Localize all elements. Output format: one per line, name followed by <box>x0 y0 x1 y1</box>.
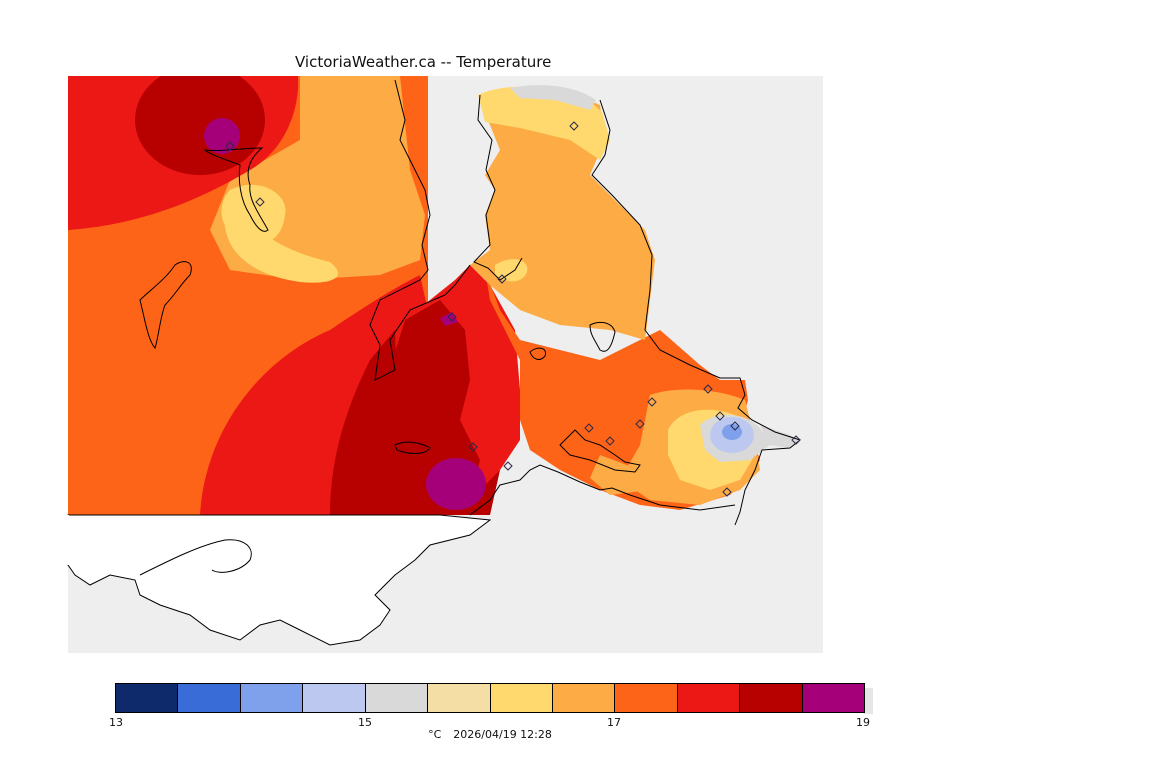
station-marker <box>722 487 732 497</box>
station-marker <box>647 397 657 407</box>
station-marker <box>791 435 801 445</box>
coastlines <box>139 79 802 526</box>
colorbar-swatch <box>178 684 241 712</box>
station-marker <box>468 442 478 452</box>
colorbar-swatch <box>365 684 429 712</box>
station-marker <box>255 197 265 207</box>
olympic-bay-line <box>139 539 252 576</box>
station-marker <box>503 461 513 471</box>
station-marker <box>605 436 615 446</box>
colorbar-swatch <box>240 684 304 712</box>
station-marker <box>569 121 579 131</box>
timestamp-label: 2026/04/19 12:28 <box>453 728 552 741</box>
station-marker <box>715 411 725 421</box>
west-temperature-field <box>68 76 500 515</box>
olympic-peninsula-land <box>67 514 492 646</box>
tick-label-17: 17 <box>607 716 621 729</box>
weather-stations <box>225 121 801 497</box>
colorbar-swatch <box>116 684 179 712</box>
colorbar-swatch <box>740 684 803 712</box>
temperature-colorbar <box>115 683 865 713</box>
map-title: VictoriaWeather.ca -- Temperature <box>295 53 552 71</box>
station-marker <box>497 274 507 284</box>
colorbar-shadow <box>864 688 873 714</box>
colorbar-swatch <box>802 684 865 712</box>
colorbar-swatch <box>428 684 491 712</box>
colorbar-swatch <box>490 684 553 712</box>
unit-label: °C <box>428 728 442 741</box>
station-marker <box>635 419 645 429</box>
temperature-map <box>67 76 823 653</box>
tick-label-19: 19 <box>856 716 870 729</box>
station-marker <box>584 423 594 433</box>
colorbar-swatch <box>552 684 616 712</box>
colorbar-swatch <box>615 684 678 712</box>
tick-label-13: 13 <box>109 716 123 729</box>
colorbar-swatch <box>303 684 366 712</box>
colorbar-swatch <box>677 684 741 712</box>
colorbar-caption: °C 2026/04/19 12:28 <box>428 728 552 741</box>
station-marker <box>730 421 740 431</box>
station-marker <box>447 312 457 322</box>
station-marker <box>225 141 235 151</box>
station-marker <box>703 384 713 394</box>
east-temperature-field <box>380 85 800 510</box>
tick-label-15: 15 <box>358 716 372 729</box>
